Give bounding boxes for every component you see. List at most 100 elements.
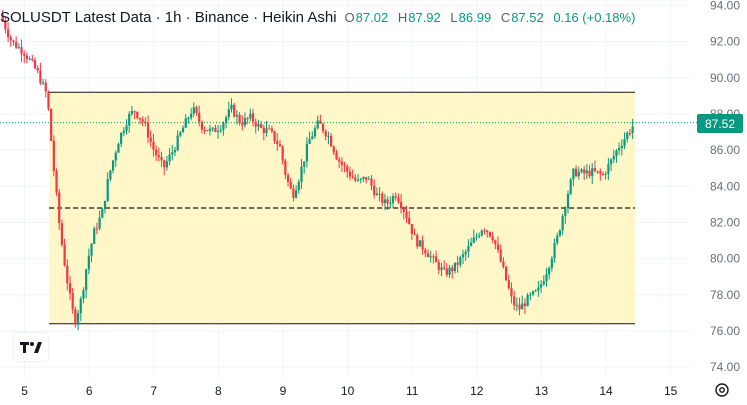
- candle-down: [397, 197, 400, 203]
- candle-down: [160, 156, 163, 161]
- candle-down: [31, 58, 34, 60]
- tradingview-logo-icon[interactable]: [14, 333, 48, 361]
- candle-down: [574, 168, 578, 177]
- candle-up: [114, 152, 117, 161]
- y-tick-label: 86.00: [710, 143, 740, 157]
- candle-down: [289, 181, 292, 189]
- candle-down: [494, 240, 497, 245]
- candle-down: [386, 199, 389, 204]
- candle-up: [429, 256, 432, 258]
- candle-up: [472, 237, 475, 243]
- settings-gear-icon[interactable]: [712, 380, 732, 400]
- candle-down: [278, 144, 282, 147]
- candle-down: [155, 149, 158, 156]
- candle-down: [504, 266, 508, 281]
- candle-down: [149, 137, 152, 142]
- candle-up: [620, 145, 623, 149]
- candle-down: [44, 82, 47, 92]
- candle-down: [260, 124, 263, 128]
- candle-down: [12, 40, 15, 42]
- candle-down: [601, 173, 605, 175]
- candle-up: [375, 193, 378, 196]
- candle-up: [577, 172, 580, 177]
- y-tick-label: 78.00: [710, 288, 740, 302]
- candle-down: [66, 265, 69, 284]
- candle-down: [241, 122, 244, 126]
- candle-up: [230, 104, 233, 110]
- symbol-title[interactable]: SOLUSDT Latest Data · 1h · Binance · Hei…: [0, 8, 337, 26]
- y-tick-label: 94.00: [710, 0, 740, 12]
- candle-up: [308, 139, 311, 144]
- candle-up: [192, 107, 195, 114]
- candle-up: [243, 118, 247, 126]
- candle-down: [499, 249, 502, 262]
- candle-up: [87, 255, 90, 270]
- candle-down: [141, 119, 144, 122]
- candle-down: [365, 176, 368, 180]
- open-label: O: [344, 9, 355, 25]
- low-label: L: [450, 9, 458, 25]
- candle-up: [327, 135, 330, 137]
- candle-up: [313, 128, 317, 137]
- candle-down: [370, 178, 373, 186]
- candle-down: [146, 122, 150, 138]
- candle-up: [219, 129, 222, 131]
- candle-up: [383, 199, 387, 204]
- candle-up: [453, 262, 457, 272]
- candle-down: [340, 161, 343, 165]
- candle-down: [63, 244, 66, 266]
- chart-legend: SOLUSDT Latest Data · 1h · Binance · Hei…: [0, 7, 641, 27]
- candle-down: [324, 131, 327, 137]
- x-tick-label: 12: [470, 384, 484, 398]
- candle-up: [367, 178, 370, 180]
- candle-up: [103, 200, 107, 210]
- candle-up: [618, 148, 621, 151]
- high-value: 87.92: [408, 9, 441, 25]
- candle-down: [23, 53, 26, 56]
- candle-up: [572, 168, 575, 180]
- candle-down: [286, 174, 290, 182]
- candle-up: [165, 161, 169, 168]
- candle-up: [521, 303, 524, 310]
- x-tick-label: 5: [21, 384, 28, 398]
- candle-up: [526, 295, 529, 307]
- candle-up: [362, 176, 365, 179]
- candle-up: [418, 240, 422, 247]
- y-tick-label: 74.00: [710, 360, 740, 374]
- candle-up: [612, 156, 615, 160]
- candle-up: [303, 161, 306, 167]
- candle-down: [9, 37, 12, 41]
- candle-up: [580, 169, 583, 173]
- candle-up: [356, 179, 360, 181]
- last-price-badge: 87.52: [697, 114, 743, 133]
- candle-up: [531, 291, 535, 295]
- candle-down: [408, 217, 411, 224]
- candle-down: [270, 128, 273, 132]
- candle-up: [184, 118, 187, 128]
- ohlc-values: O87.02 H87.92 L86.99 C87.52 0.16 (+0.18%…: [345, 10, 642, 25]
- candle-down: [6, 29, 10, 38]
- candle-up: [623, 139, 626, 146]
- candle-down: [518, 304, 521, 310]
- candle-up: [626, 133, 629, 140]
- x-tick-label: 6: [86, 384, 93, 398]
- candle-up: [179, 132, 182, 136]
- candle-down: [424, 249, 427, 254]
- candle-up: [305, 143, 308, 162]
- candle-up: [125, 125, 128, 132]
- candle-up: [122, 131, 125, 133]
- candle-up: [17, 47, 20, 49]
- candle-up: [222, 123, 225, 130]
- candle-down: [206, 130, 209, 132]
- candle-down: [268, 128, 271, 130]
- candle-down: [394, 196, 397, 198]
- candle-up: [173, 150, 177, 153]
- candle-up: [227, 109, 230, 118]
- candle-up: [176, 135, 179, 151]
- candle-up: [311, 136, 314, 140]
- candle-down: [588, 170, 591, 177]
- candle-up: [90, 243, 93, 256]
- candle-up: [211, 127, 214, 129]
- x-tick-label: 14: [599, 384, 613, 398]
